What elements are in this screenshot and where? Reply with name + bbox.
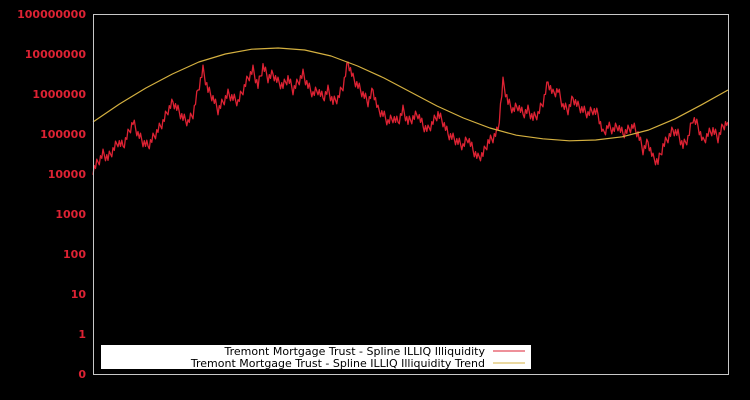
y-tick-label: 1000000 [32, 88, 86, 101]
y-tick-label: 10000000 [25, 48, 87, 61]
y-axis: 1000000001000000010000001000001000010001… [17, 8, 86, 381]
y-tick-label: 10000 [48, 168, 87, 181]
y-tick-label: 1 [78, 328, 86, 341]
plot-frame [93, 14, 729, 375]
y-tick-label: 100000 [40, 128, 86, 141]
legend: Tremont Mortgage Trust - Spline ILLIQ Il… [101, 345, 531, 370]
y-tick-label: 100000000 [17, 8, 86, 21]
legend-label-illiquidity: Tremont Mortgage Trust - Spline ILLIQ Il… [223, 345, 485, 358]
y-tick-label: 100 [63, 248, 86, 261]
y-tick-label: 1000 [55, 208, 86, 221]
legend-box [101, 345, 531, 369]
plot-series [92, 47, 729, 175]
y-tick-label: 10 [71, 288, 87, 301]
y-tick-label: 0 [78, 368, 86, 381]
series-illiquidity-line [92, 61, 729, 175]
legend-label-trend: Tremont Mortgage Trust - Spline ILLIQ Il… [190, 357, 485, 370]
series-trend-line [92, 47, 729, 142]
